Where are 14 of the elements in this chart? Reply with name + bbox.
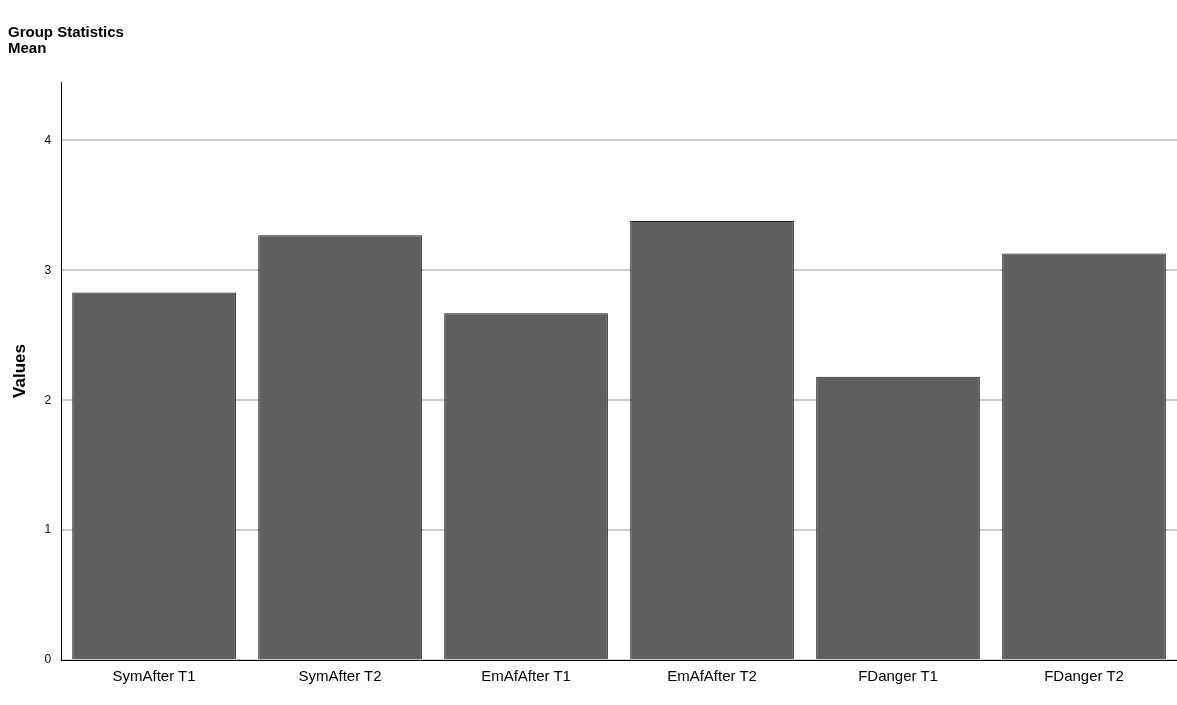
y-tick-label: 0 bbox=[44, 652, 52, 667]
y-tick-label: 1 bbox=[44, 522, 52, 537]
y-tick-label: 2 bbox=[44, 392, 52, 407]
y-tick-label: 4 bbox=[44, 132, 52, 147]
x-tick-label: EmAfAfter T2 bbox=[667, 667, 757, 685]
y-axis-title: Values bbox=[9, 344, 29, 398]
x-tick-label: FDanger T2 bbox=[1044, 667, 1124, 685]
x-tick-label: FDanger T1 bbox=[858, 667, 938, 685]
y-tick-label: 3 bbox=[44, 262, 52, 277]
chart-subtitle: Mean bbox=[8, 39, 47, 56]
x-tick-label: EmAfAfter T1 bbox=[481, 667, 571, 685]
x-tick-label: SymAfter T2 bbox=[298, 667, 382, 685]
chart-title: Group Statistics bbox=[8, 23, 124, 40]
x-tick-label: SymAfter T1 bbox=[112, 667, 196, 685]
